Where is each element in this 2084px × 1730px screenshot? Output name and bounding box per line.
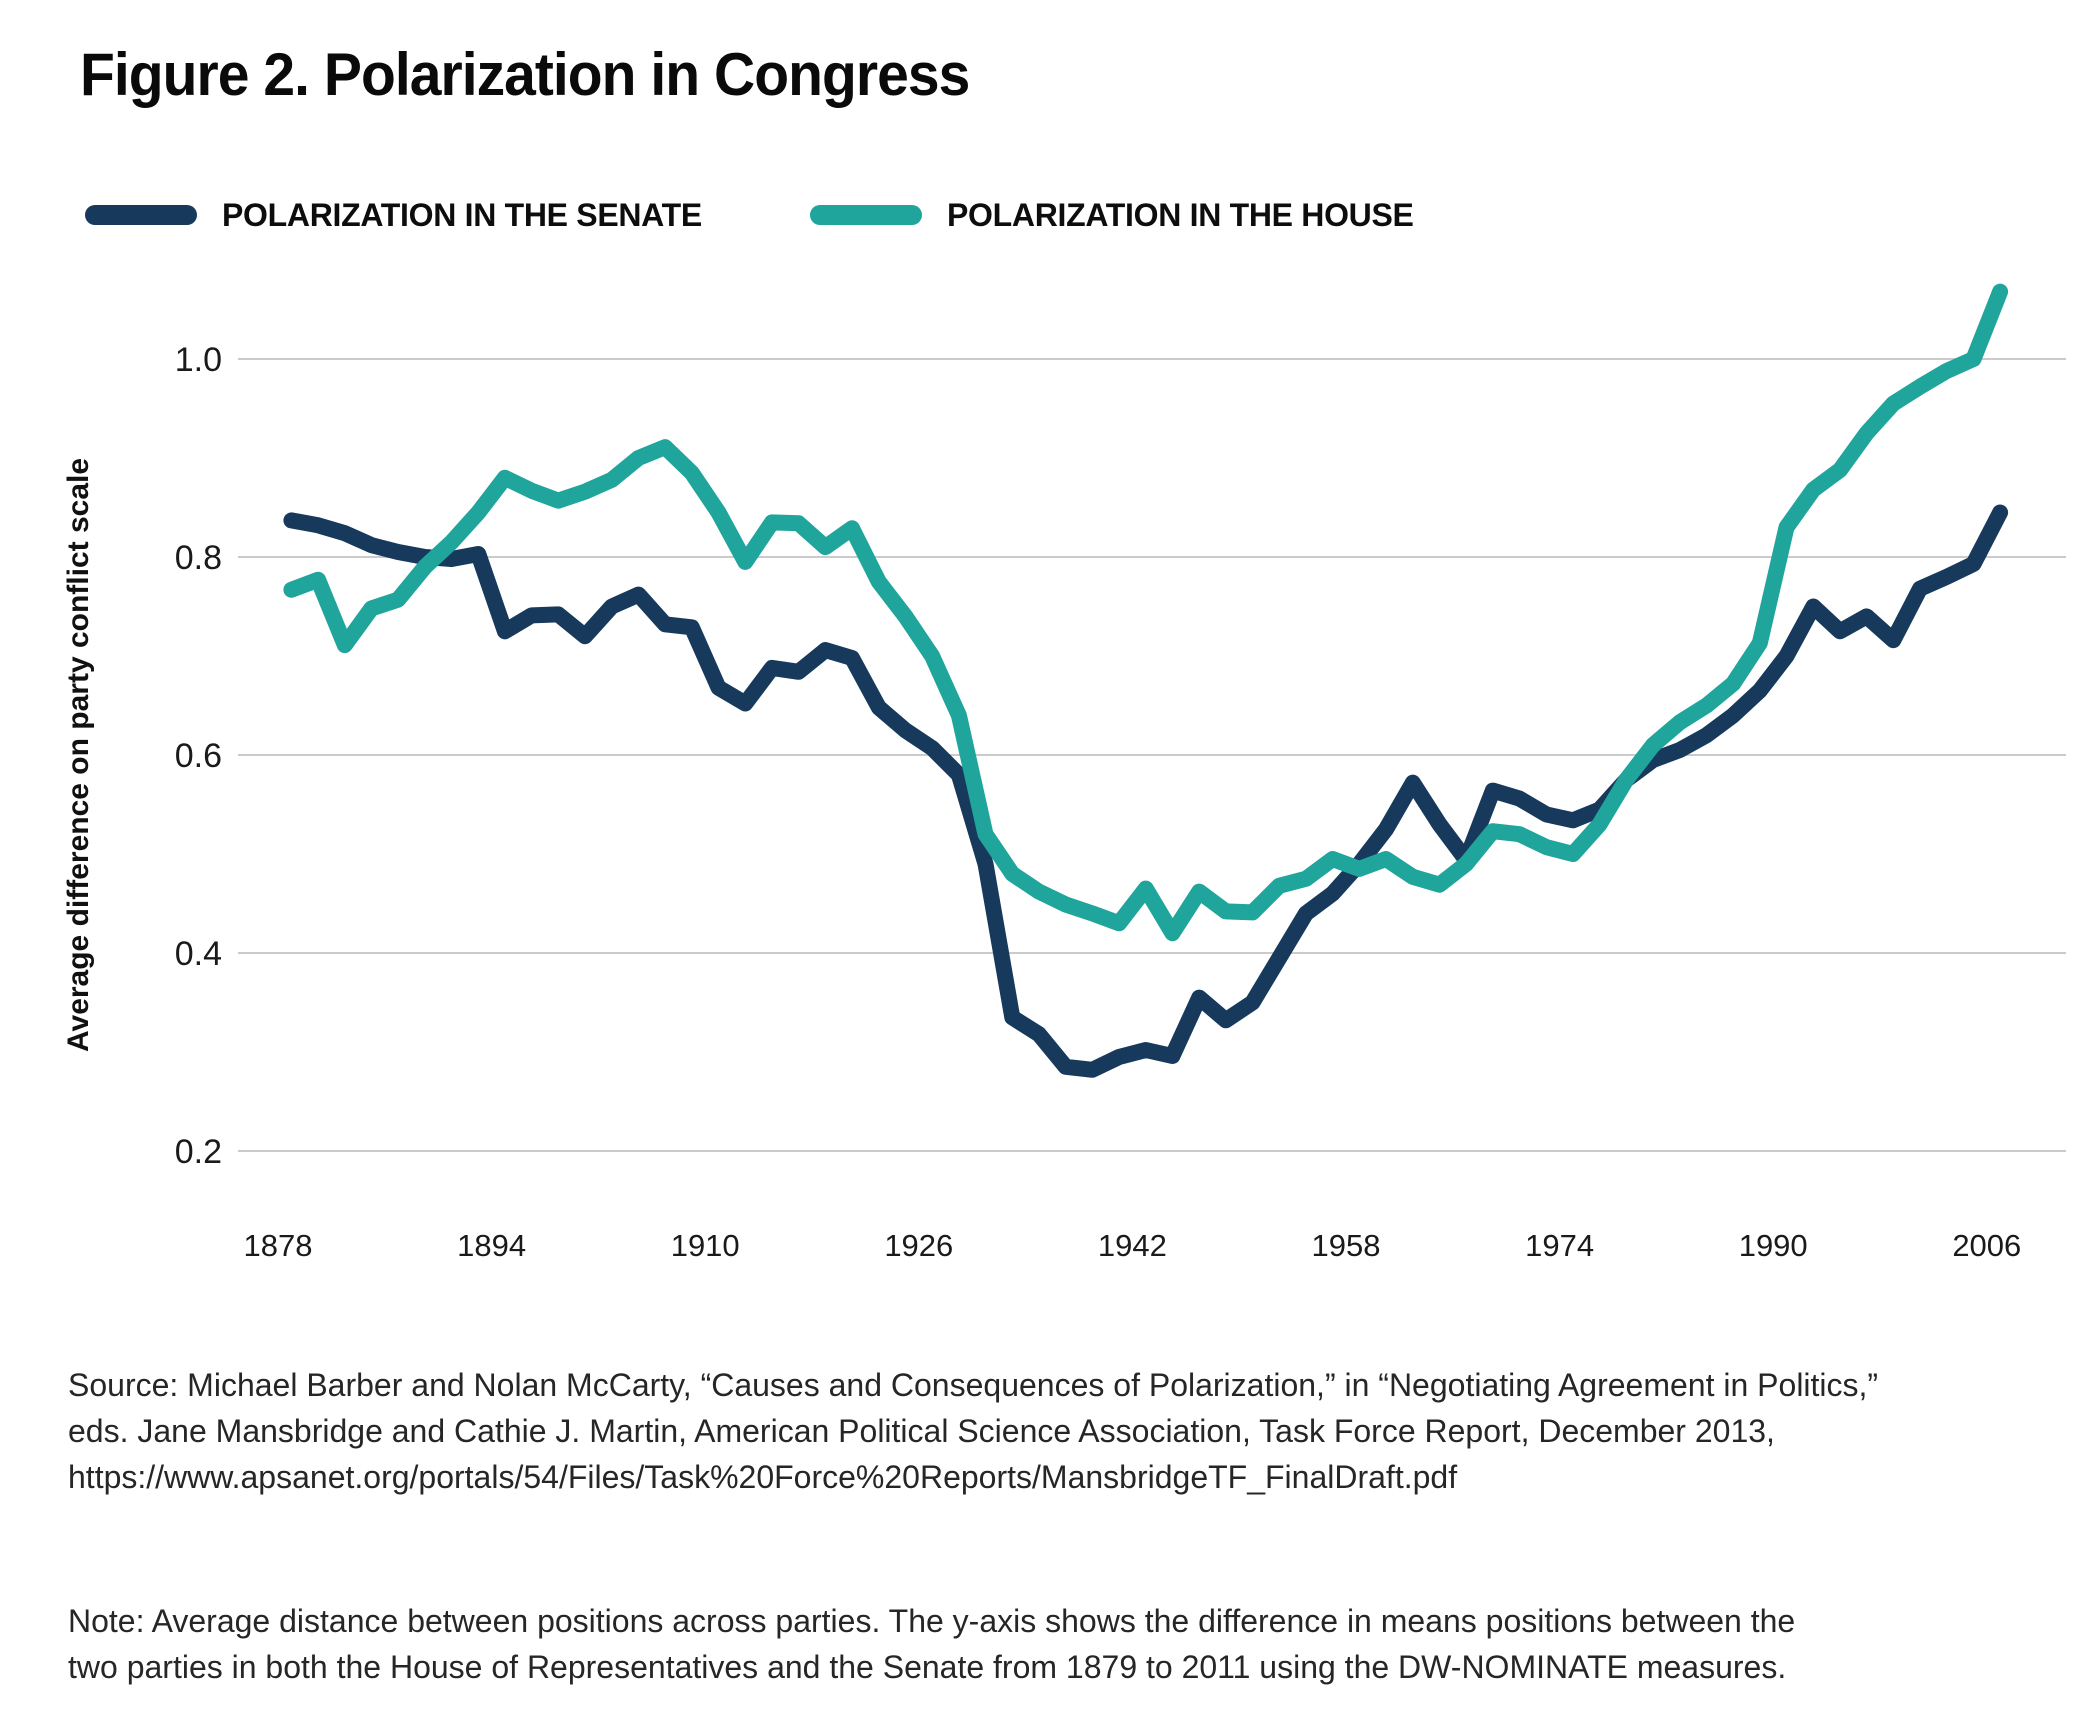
x-tick-label: 1894	[457, 1228, 526, 1263]
x-tick-label: 1974	[1525, 1228, 1594, 1263]
x-tick-label: 1926	[884, 1228, 953, 1263]
figure-title: Figure 2. Polarization in Congress	[80, 41, 970, 108]
house-legend-swatch	[810, 205, 922, 225]
y-tick-label: 0.6	[175, 737, 222, 775]
x-tick-label: 1878	[244, 1228, 313, 1263]
house-line	[283, 283, 2009, 942]
legend-item-house: POLARIZATION IN THE HOUSE	[810, 196, 1414, 234]
senate-legend-swatch	[85, 205, 197, 225]
y-axis-title: Average difference on party conflict sca…	[62, 458, 95, 1052]
source-citation: Source: Michael Barber and Nolan McCarty…	[68, 1367, 1879, 1495]
y-tick-label: 0.2	[175, 1133, 222, 1171]
x-tick-label: 1910	[671, 1228, 740, 1263]
house-legend-label: POLARIZATION IN THE HOUSE	[947, 196, 1414, 233]
legend-item-senate: POLARIZATION IN THE SENATE	[85, 196, 702, 234]
senate-legend-label: POLARIZATION IN THE SENATE	[222, 196, 702, 233]
x-tick-label: 1990	[1739, 1228, 1808, 1263]
y-tick-label: 1.0	[175, 341, 222, 379]
y-tick-label: 0.4	[175, 935, 222, 973]
x-tick-label: 1958	[1312, 1228, 1381, 1263]
y-tick-label: 0.8	[175, 539, 222, 577]
senate-line	[283, 504, 2009, 1078]
x-tick-label: 2006	[1952, 1228, 2021, 1263]
note-text: Note: Average distance between positions…	[68, 1603, 1796, 1685]
x-tick-label: 1942	[1098, 1228, 1167, 1263]
